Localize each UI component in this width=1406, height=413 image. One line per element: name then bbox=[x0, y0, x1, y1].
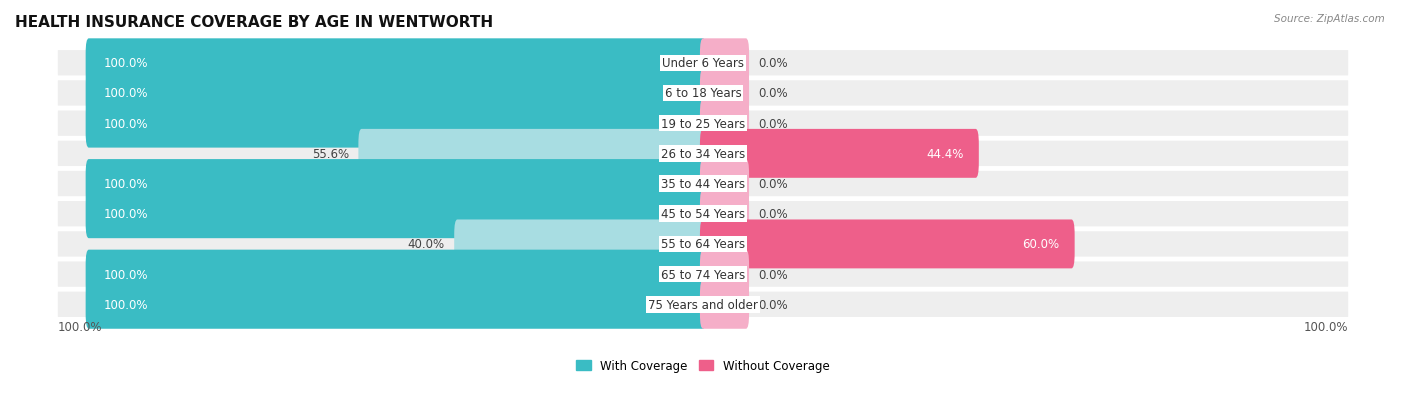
FancyBboxPatch shape bbox=[86, 190, 706, 239]
Text: 100.0%: 100.0% bbox=[104, 87, 149, 100]
FancyBboxPatch shape bbox=[86, 39, 706, 88]
FancyBboxPatch shape bbox=[58, 81, 1348, 107]
Text: 44.4%: 44.4% bbox=[927, 147, 963, 161]
Text: 100.0%: 100.0% bbox=[104, 268, 149, 281]
Text: Source: ZipAtlas.com: Source: ZipAtlas.com bbox=[1274, 14, 1385, 24]
FancyBboxPatch shape bbox=[700, 280, 749, 329]
Legend: With Coverage, Without Coverage: With Coverage, Without Coverage bbox=[572, 354, 834, 377]
Text: 60.0%: 60.0% bbox=[1022, 238, 1059, 251]
Text: 6 to 18 Years: 6 to 18 Years bbox=[665, 87, 741, 100]
Text: 100.0%: 100.0% bbox=[104, 117, 149, 131]
Text: 0.0%: 0.0% bbox=[758, 87, 787, 100]
FancyBboxPatch shape bbox=[86, 280, 706, 329]
Text: 55 to 64 Years: 55 to 64 Years bbox=[661, 238, 745, 251]
FancyBboxPatch shape bbox=[700, 250, 749, 299]
FancyBboxPatch shape bbox=[58, 111, 1348, 137]
FancyBboxPatch shape bbox=[700, 100, 749, 148]
Text: 100.0%: 100.0% bbox=[104, 57, 149, 70]
FancyBboxPatch shape bbox=[700, 160, 749, 209]
Text: 75 Years and older: 75 Years and older bbox=[648, 298, 758, 311]
Text: 26 to 34 Years: 26 to 34 Years bbox=[661, 147, 745, 161]
Text: 0.0%: 0.0% bbox=[758, 298, 787, 311]
Text: 0.0%: 0.0% bbox=[758, 178, 787, 190]
Text: 0.0%: 0.0% bbox=[758, 268, 787, 281]
FancyBboxPatch shape bbox=[86, 100, 706, 148]
Text: 40.0%: 40.0% bbox=[408, 238, 446, 251]
Text: HEALTH INSURANCE COVERAGE BY AGE IN WENTWORTH: HEALTH INSURANCE COVERAGE BY AGE IN WENT… bbox=[15, 15, 494, 30]
Text: 100.0%: 100.0% bbox=[104, 178, 149, 190]
FancyBboxPatch shape bbox=[700, 69, 749, 118]
Text: 0.0%: 0.0% bbox=[758, 208, 787, 221]
FancyBboxPatch shape bbox=[86, 69, 706, 118]
FancyBboxPatch shape bbox=[700, 39, 749, 88]
FancyBboxPatch shape bbox=[454, 220, 706, 269]
FancyBboxPatch shape bbox=[359, 130, 706, 178]
Text: 0.0%: 0.0% bbox=[758, 57, 787, 70]
FancyBboxPatch shape bbox=[700, 130, 979, 178]
FancyBboxPatch shape bbox=[58, 141, 1348, 166]
Text: 55.6%: 55.6% bbox=[312, 147, 349, 161]
FancyBboxPatch shape bbox=[86, 250, 706, 299]
Text: 45 to 54 Years: 45 to 54 Years bbox=[661, 208, 745, 221]
FancyBboxPatch shape bbox=[58, 171, 1348, 197]
FancyBboxPatch shape bbox=[58, 202, 1348, 227]
FancyBboxPatch shape bbox=[58, 292, 1348, 317]
FancyBboxPatch shape bbox=[86, 160, 706, 209]
Text: Under 6 Years: Under 6 Years bbox=[662, 57, 744, 70]
Text: 19 to 25 Years: 19 to 25 Years bbox=[661, 117, 745, 131]
Text: 65 to 74 Years: 65 to 74 Years bbox=[661, 268, 745, 281]
FancyBboxPatch shape bbox=[700, 220, 1074, 269]
Text: 100.0%: 100.0% bbox=[104, 208, 149, 221]
FancyBboxPatch shape bbox=[700, 190, 749, 239]
Text: 100.0%: 100.0% bbox=[58, 320, 103, 333]
Text: 100.0%: 100.0% bbox=[104, 298, 149, 311]
Text: 100.0%: 100.0% bbox=[1303, 320, 1348, 333]
FancyBboxPatch shape bbox=[58, 232, 1348, 257]
Text: 0.0%: 0.0% bbox=[758, 117, 787, 131]
FancyBboxPatch shape bbox=[58, 262, 1348, 287]
FancyBboxPatch shape bbox=[58, 51, 1348, 76]
Text: 35 to 44 Years: 35 to 44 Years bbox=[661, 178, 745, 190]
